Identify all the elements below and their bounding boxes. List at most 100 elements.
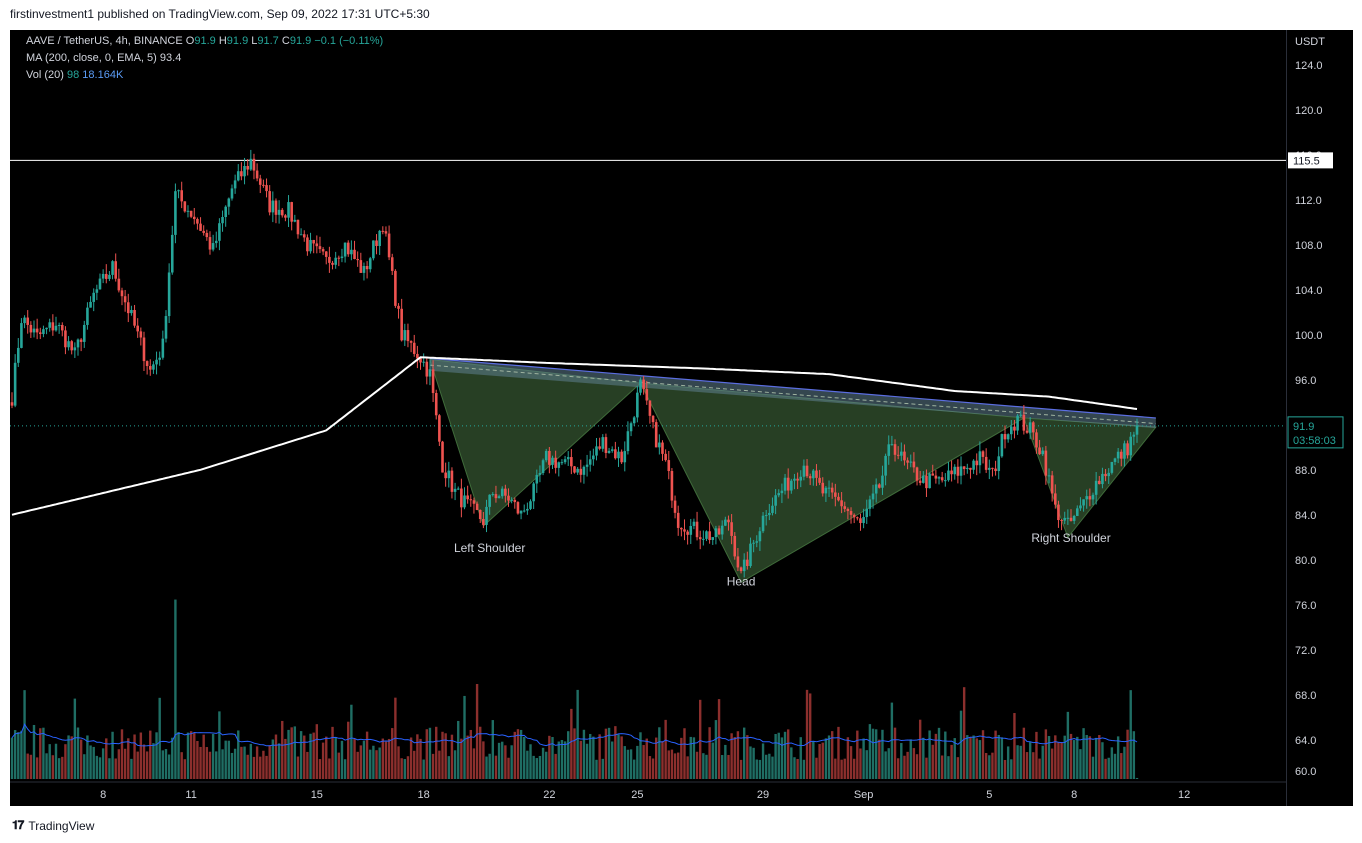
candle-body [158,357,161,360]
candle-body [444,472,447,479]
volume-bar [13,730,17,779]
volume-bar [359,745,363,779]
candle-body [192,216,196,220]
volume-bar [67,735,70,779]
candle-body [378,230,381,246]
candle-body [733,535,737,557]
candle-body [381,230,385,232]
volume-bar [934,733,938,779]
volume-bar [136,751,139,779]
volume-bar [922,737,925,779]
volume-bar [601,758,604,779]
candle-body [504,488,507,496]
volume-bar [61,756,64,779]
resistance-label: 115.5 [1293,155,1320,167]
candle-body [752,542,755,544]
volume-bar [849,746,853,779]
volume-bar [501,741,504,779]
volume-bar [878,739,881,779]
candle-body [1013,426,1016,431]
candle-body [13,362,17,406]
volume-bar [1000,737,1004,779]
candle-body [494,494,498,499]
candle-body [944,480,947,482]
candle-body [821,482,825,494]
volume-bar [648,756,652,779]
candle-body [397,305,400,309]
volume-bar [384,741,388,779]
price-tick: 112.0 [1295,195,1322,207]
candle-body [940,477,944,481]
candle-body [585,464,589,467]
volume-bar [733,737,736,779]
candle-body [1041,450,1045,455]
volume-bar [742,727,746,779]
candle-body [491,494,495,496]
volume-bar [856,730,859,779]
candle-body [859,518,862,524]
candle-body [664,453,667,461]
candle-body [280,209,284,216]
candle-body [746,559,749,567]
candle-body [827,487,831,489]
volume-bar [702,753,705,779]
candle-body [375,240,378,246]
volume-bar [296,756,300,779]
price-tick: 60.0 [1295,766,1316,778]
volume-bar [900,743,903,779]
volume-bar [139,732,143,779]
candle-body [648,400,652,416]
volume-bar [705,754,708,779]
candle-body [962,466,966,470]
candle-body [441,441,444,473]
candle-body [1091,494,1095,500]
candle-body [233,180,237,189]
volume-bar [1116,736,1120,779]
candle-body [48,322,52,328]
volume-bar [783,731,787,779]
volume-bar [611,741,614,779]
volume-bar [529,744,532,779]
volume-bar [180,752,183,779]
candle-body [988,467,991,470]
candlestick-chart[interactable]: Left Shoulder Head Right Shoulder 8 11 15 18 22… [10,30,1286,806]
chart-pane[interactable]: Left Shoulder Head Right Shoulder 8 11 15 18 22… [10,30,1286,806]
volume-bar [677,752,680,779]
candle-body [346,242,350,255]
volume-bar [369,749,372,779]
volume-bar [1063,735,1066,779]
candle-body [29,324,33,333]
candle-body [460,488,463,508]
candle-body [972,460,975,470]
volume-bar [161,750,165,779]
candle-body [340,256,344,259]
volume-bar [711,742,714,779]
volume-bar [950,744,953,779]
candle-body [42,329,45,334]
volume-bar [947,756,950,779]
candle-body [73,347,77,351]
volume-bar [812,741,815,779]
volume-bar [629,749,633,779]
price-axis[interactable]: USDT124.0120.0116.0112.0108.0104.0100.09… [1286,30,1353,806]
candle-body [557,462,561,468]
last-price-box [1287,416,1344,449]
volume-bar [42,727,45,779]
candle-body [309,239,312,252]
time-axis-tick: 8 [100,789,106,801]
volume-bar [912,748,916,779]
candle-body [950,470,953,475]
candle-body [372,240,375,259]
price-tick: 80.0 [1295,555,1316,567]
volume-bar [519,729,523,779]
volume-bar [397,746,400,779]
candle-body [1097,480,1101,485]
volume-bar [786,729,790,779]
price-tick: 100.0 [1295,330,1323,342]
candle-body [428,369,432,377]
volume-bar [579,740,582,779]
volume-bar [1107,757,1110,779]
candle-body [837,496,840,501]
volume-bar [548,735,551,779]
volume-bar [205,747,209,779]
